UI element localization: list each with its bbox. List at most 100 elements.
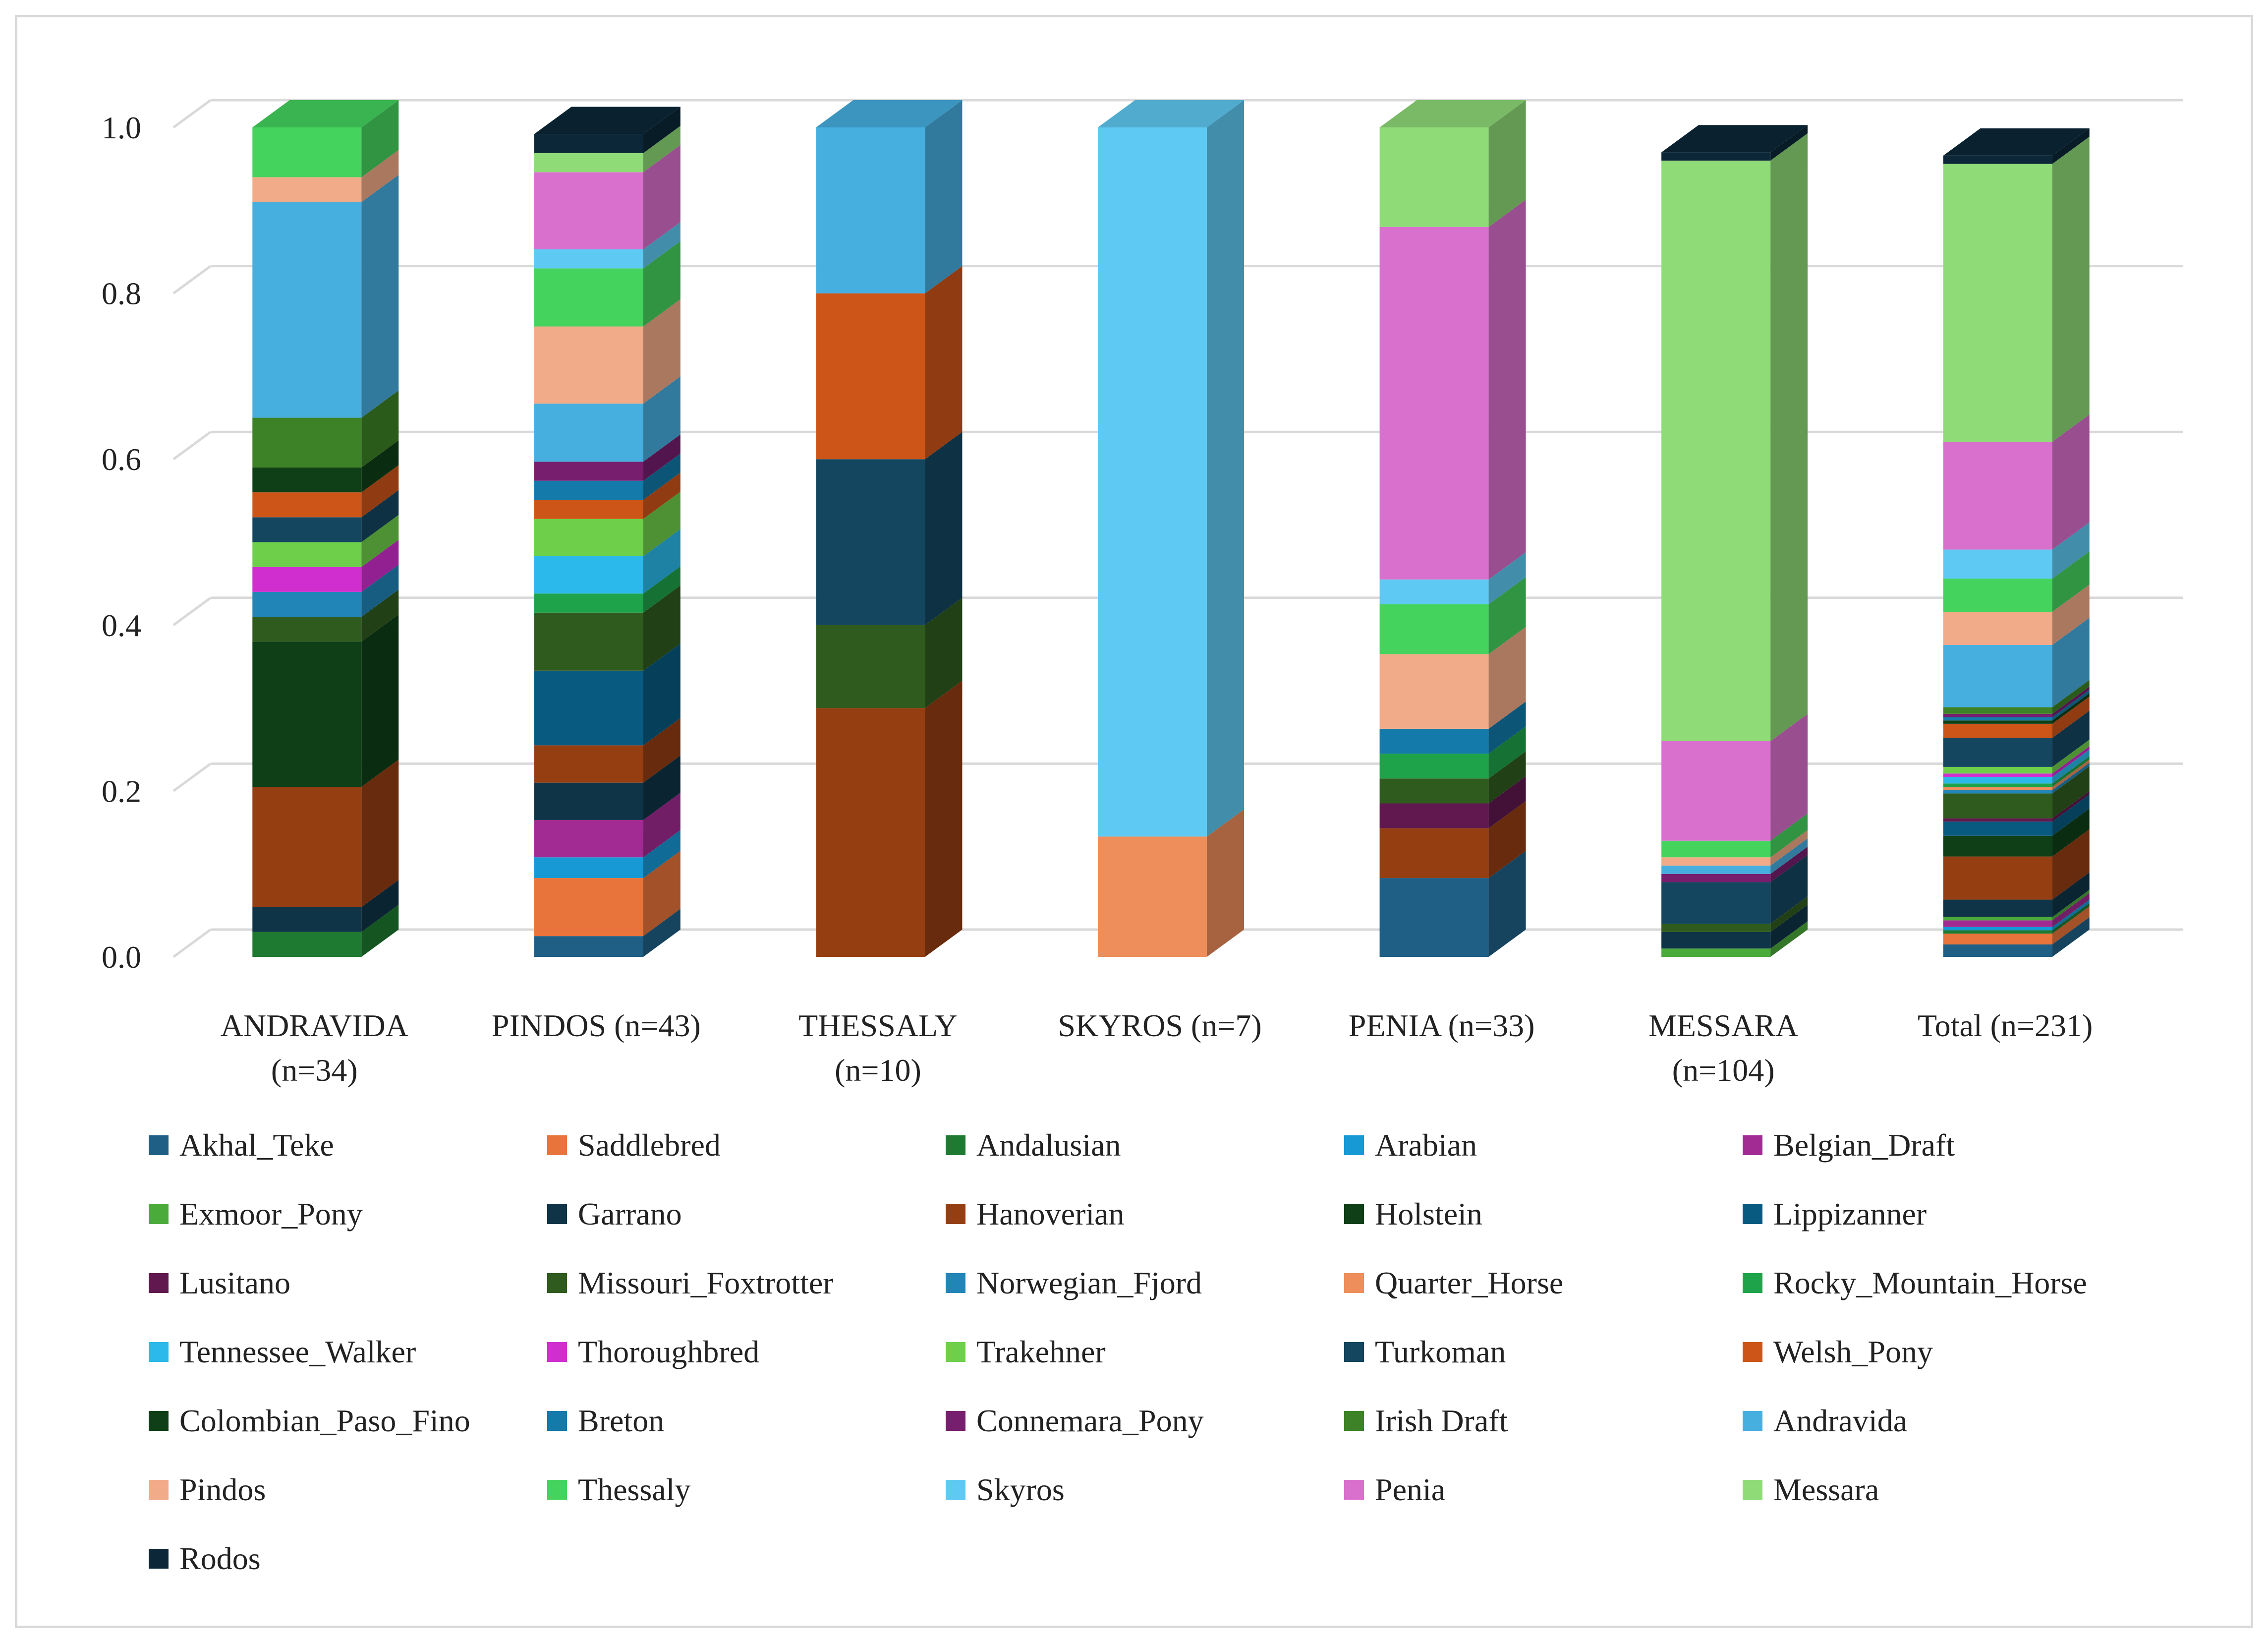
bar-front [1098, 836, 1207, 957]
bar-segment [1661, 855, 1808, 924]
bar-front [534, 782, 643, 820]
bar-front [252, 907, 362, 932]
bar-front [1943, 723, 2052, 738]
bar-front [1943, 930, 2052, 934]
bar-segment [816, 100, 963, 293]
bar-front [1379, 728, 1489, 754]
bar-segment [1379, 199, 1526, 580]
bar-side [2052, 739, 2090, 774]
legend-swatch [1344, 1480, 1364, 1500]
legend-item: Thoroughbred [547, 1332, 759, 1372]
y-tick-label: 0.4 [102, 608, 141, 643]
legend-item: Saddlebred [547, 1125, 721, 1165]
legend-swatch [1344, 1204, 1364, 1224]
legend-label: Rocky_Mountain_Horse [1773, 1265, 2087, 1300]
gridline-diag [172, 99, 212, 129]
x-category-label: SKYROS (n=7) [1058, 1008, 1261, 1043]
x-category-label: MESSARA (n=104) [1648, 1008, 1798, 1088]
bar-segment [1943, 128, 2090, 164]
bar-front [1661, 948, 1771, 957]
bar-front [1943, 164, 2052, 442]
bar-front [1943, 934, 2052, 944]
bar-side [643, 566, 680, 613]
bar-front [534, 249, 643, 269]
bar-side [643, 145, 680, 249]
legend-swatch [547, 1342, 567, 1362]
bar-segment [534, 241, 680, 327]
bar-top [816, 100, 963, 127]
bar-front [534, 593, 643, 613]
bar-segment [816, 432, 963, 625]
bar-segment [534, 376, 680, 462]
bar-segment [1098, 809, 1244, 957]
bar-side [2052, 551, 2090, 612]
bar-segment [1943, 522, 2090, 579]
bar-side [1770, 846, 1808, 882]
bar-segment [1943, 893, 2090, 927]
legend-label: Garrano [578, 1196, 682, 1232]
bar-side [643, 718, 680, 783]
legend-label: Quarter_Horse [1375, 1265, 1564, 1300]
x-category-label: THESSALY (n=10) [798, 1008, 958, 1088]
bar-front [534, 936, 643, 957]
legend-label: Saddlebred [578, 1127, 721, 1163]
legend-swatch [149, 1135, 169, 1155]
legend-label: Akhal_Teke [179, 1127, 334, 1163]
bar-front [1943, 579, 2052, 612]
bar-front [1943, 917, 2052, 921]
y-axis-tick-labels: 0.0 0.2 0.4 0.6 0.8 1.0 [102, 110, 141, 975]
bar-top [534, 107, 680, 134]
bar-side [643, 241, 680, 327]
bar-segment [1943, 889, 2090, 921]
bar-side [1770, 855, 1808, 924]
bar-front [816, 708, 925, 957]
bar-side [2052, 889, 2090, 921]
y-tick-label: 1.0 [102, 110, 141, 145]
bar-segment [534, 434, 680, 481]
bar-side [1488, 751, 1526, 804]
bar-segment [1943, 791, 2090, 822]
legend-item: Belgian_Draft [1743, 1125, 1955, 1165]
legend-label: Breton [578, 1403, 665, 1438]
bar-segment [252, 150, 399, 202]
legend-swatch [1743, 1135, 1762, 1155]
bar-front [1943, 713, 2052, 717]
legend-label: Irish Draft [1375, 1403, 1508, 1438]
bar-side [2052, 917, 2090, 957]
bar-side [361, 880, 399, 932]
bar-segment [1661, 813, 1808, 858]
bar-side [2052, 414, 2090, 550]
bar-side [361, 440, 399, 493]
bar-front [1943, 793, 2052, 819]
bar-segment [534, 107, 680, 153]
bar-front [1379, 803, 1489, 828]
legend-label: Lippizanner [1773, 1196, 1927, 1232]
bar-front [252, 127, 362, 177]
bar-front [1943, 773, 2052, 777]
legend-item: Pindos [149, 1470, 266, 1510]
bar-front [534, 878, 643, 937]
bar-front [1943, 790, 2052, 794]
bar-side [1207, 809, 1244, 957]
bar-segment [534, 145, 680, 249]
bar-front [1943, 899, 2052, 917]
bar-front [534, 670, 643, 746]
legend-swatch [547, 1204, 567, 1224]
bar-segment [534, 453, 680, 500]
bar-segment [1661, 846, 1808, 882]
bar-side [2052, 522, 2090, 579]
bar-front [816, 625, 925, 708]
bar-side [1770, 714, 1808, 841]
bar-side [643, 125, 680, 173]
bar-front [534, 612, 643, 671]
bar-segment [1379, 726, 1526, 779]
bar-segment [534, 491, 680, 556]
bar-front [252, 492, 362, 518]
bar-segment [1943, 585, 2090, 645]
bar-front [1661, 857, 1771, 866]
legend-item: Welsh_Pony [1743, 1332, 1933, 1372]
bar-side [361, 465, 399, 518]
bar-front [1661, 874, 1771, 882]
bar-side [2052, 906, 2090, 944]
bar-side [643, 434, 680, 481]
